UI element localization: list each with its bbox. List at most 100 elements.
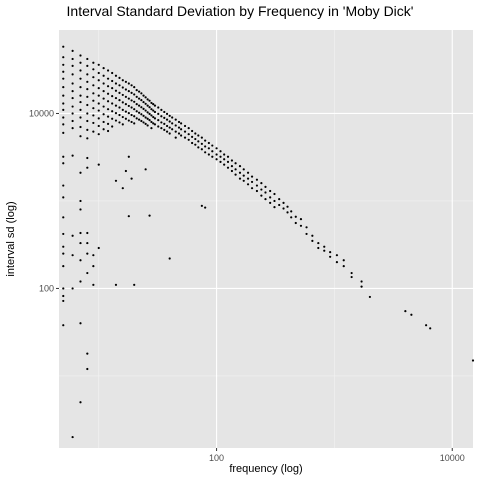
data-point [148, 214, 151, 217]
data-point [160, 108, 163, 111]
data-point [360, 285, 363, 288]
data-point [106, 100, 110, 103]
data-point [269, 201, 272, 205]
data-point [305, 226, 308, 229]
data-point [86, 128, 89, 131]
data-point [130, 113, 133, 117]
data-point [299, 218, 303, 221]
data-point [157, 119, 160, 122]
data-point [79, 100, 82, 104]
data-point [150, 120, 153, 124]
data-point [163, 110, 166, 114]
data-point [62, 63, 65, 66]
data-point [62, 70, 65, 73]
data-point [204, 139, 207, 142]
data-point [92, 114, 95, 117]
data-point [79, 259, 82, 262]
data-point [79, 61, 82, 64]
data-point [133, 86, 136, 89]
data-point [234, 168, 237, 171]
data-point [79, 108, 82, 111]
data-point [62, 155, 65, 158]
data-point [79, 241, 82, 245]
data-point [118, 84, 121, 87]
data-point [246, 177, 250, 180]
data-point [79, 125, 82, 129]
x-tick-label: 10000 [440, 453, 465, 463]
data-point [62, 162, 65, 165]
data-point [106, 122, 110, 126]
data-point [152, 103, 155, 106]
data-point [294, 215, 297, 218]
data-point [86, 231, 89, 235]
data-point [114, 96, 118, 100]
data-point [177, 126, 181, 129]
data-point [92, 107, 95, 110]
data-point [62, 108, 65, 111]
data-point [207, 141, 210, 145]
data-point [62, 265, 65, 268]
data-point [79, 401, 82, 404]
data-point [207, 147, 210, 150]
data-point [368, 295, 371, 299]
data-point [142, 114, 145, 117]
data-point [219, 155, 222, 158]
data-point [71, 287, 74, 290]
data-point [97, 87, 100, 90]
data-point [124, 110, 127, 113]
data-point [180, 122, 183, 125]
data-point [62, 77, 65, 80]
data-point [180, 128, 183, 131]
data-point [157, 125, 160, 128]
data-point [127, 112, 130, 115]
data-point [86, 252, 89, 255]
data-point [142, 100, 145, 104]
data-point [282, 207, 285, 210]
data-point [211, 150, 214, 153]
y-tick-label: 100 [39, 283, 54, 293]
data-point [130, 120, 133, 124]
data-point [255, 184, 259, 187]
data-point [114, 89, 118, 92]
data-point [230, 169, 234, 173]
data-point [305, 232, 308, 236]
data-point [79, 322, 82, 325]
data-point [215, 147, 218, 150]
data-point [97, 246, 100, 250]
data-point [127, 215, 130, 218]
plot-panel [59, 30, 473, 448]
data-point [124, 80, 127, 83]
data-point [133, 283, 136, 286]
data-point [226, 155, 230, 158]
data-point [150, 108, 153, 111]
data-point [97, 124, 100, 128]
data-point [111, 95, 114, 98]
data-point [282, 201, 285, 205]
data-point [79, 135, 82, 138]
data-point [323, 245, 326, 248]
data-point [92, 92, 95, 95]
data-point [323, 249, 326, 252]
data-point [71, 435, 74, 439]
data-point [215, 153, 218, 156]
data-point [142, 94, 145, 97]
chart-title: Interval Standard Deviation by Frequency… [67, 3, 414, 19]
data-point [135, 95, 138, 98]
data-point [102, 74, 105, 77]
data-point [223, 153, 226, 156]
data-point [86, 352, 89, 355]
data-point [124, 103, 127, 106]
data-point [153, 110, 157, 114]
data-point [71, 254, 74, 257]
y-tick-label: 10000 [29, 108, 54, 118]
data-point [194, 137, 197, 141]
data-point [62, 232, 65, 236]
data-point [92, 99, 95, 102]
data-point [290, 216, 293, 219]
data-point [238, 165, 242, 168]
data-point [273, 192, 276, 196]
points-layer [62, 45, 475, 439]
data-point [219, 160, 222, 163]
data-point [226, 166, 230, 169]
data-point [204, 206, 207, 209]
